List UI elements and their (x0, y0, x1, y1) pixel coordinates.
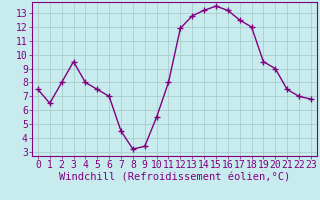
X-axis label: Windchill (Refroidissement éolien,°C): Windchill (Refroidissement éolien,°C) (59, 173, 290, 183)
